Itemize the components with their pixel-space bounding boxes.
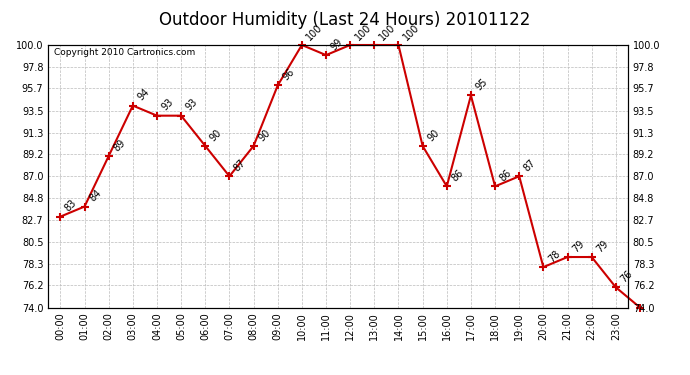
Text: 94: 94 (136, 87, 151, 103)
Text: 93: 93 (160, 97, 175, 113)
Text: 90: 90 (257, 128, 272, 143)
Text: 95: 95 (474, 77, 489, 93)
Text: 74: 74 (0, 374, 1, 375)
Text: 79: 79 (571, 238, 586, 254)
Text: 86: 86 (450, 168, 465, 184)
Text: 87: 87 (233, 158, 248, 174)
Text: 76: 76 (619, 269, 634, 285)
Text: 100: 100 (377, 22, 397, 42)
Text: 96: 96 (281, 67, 296, 82)
Text: 84: 84 (88, 188, 103, 204)
Text: 86: 86 (498, 168, 513, 184)
Text: 100: 100 (353, 22, 373, 42)
Text: Copyright 2010 Cartronics.com: Copyright 2010 Cartronics.com (54, 48, 195, 57)
Text: 90: 90 (208, 128, 224, 143)
Text: 78: 78 (546, 249, 562, 264)
Text: 100: 100 (402, 22, 422, 42)
Text: 99: 99 (329, 37, 344, 52)
Text: 87: 87 (522, 158, 538, 174)
Text: 79: 79 (595, 238, 610, 254)
Text: 93: 93 (184, 97, 199, 113)
Text: 100: 100 (305, 22, 325, 42)
Text: Outdoor Humidity (Last 24 Hours) 20101122: Outdoor Humidity (Last 24 Hours) 2010112… (159, 11, 531, 29)
Text: 90: 90 (426, 128, 441, 143)
Text: 83: 83 (63, 198, 79, 214)
Text: 89: 89 (112, 138, 127, 153)
